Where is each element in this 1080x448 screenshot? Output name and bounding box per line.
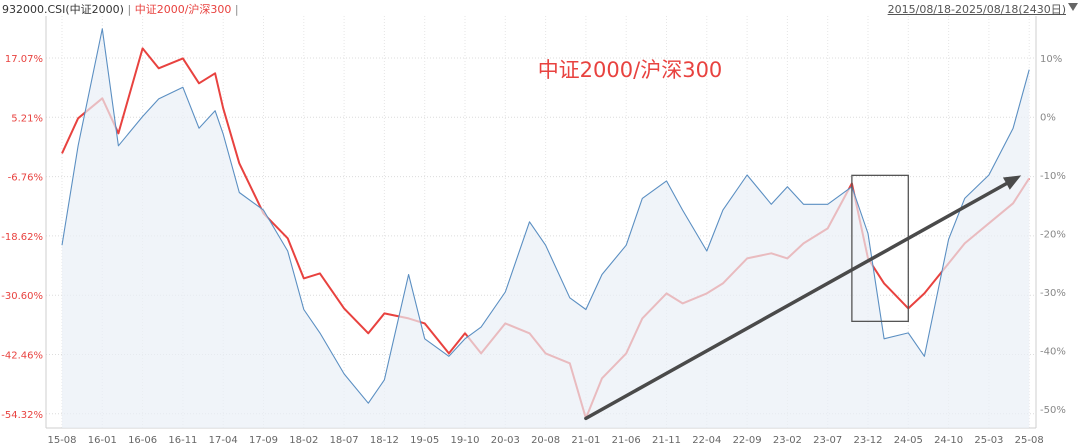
left-tick-label: -54.32% [1, 410, 43, 421]
chart-title: 中证2000/沪深300 [538, 58, 723, 82]
left-tick-label: -18.62% [1, 232, 43, 243]
right-tick-label: 10% [1040, 54, 1062, 65]
x-tick-label: 17-09 [249, 435, 278, 446]
x-tick-label: 15-08 [47, 435, 76, 446]
left-tick-label: 5.21% [11, 113, 43, 124]
x-tick-label: 21-01 [571, 435, 600, 446]
x-tick-label: 22-04 [692, 435, 721, 446]
x-tick-label: 21-11 [652, 435, 681, 446]
separator-2: | [234, 3, 239, 16]
x-tick-label: 24-05 [894, 435, 923, 446]
x-tick-label: 20-08 [531, 435, 560, 446]
x-tick-label: 24-10 [934, 435, 963, 446]
annotation-box [851, 174, 909, 323]
x-tick-label: 23-02 [773, 435, 802, 446]
left-tick-label: -42.46% [1, 351, 43, 362]
x-tick-label: 21-06 [612, 435, 641, 446]
series-area [62, 28, 1030, 429]
x-tick-label: 23-07 [813, 435, 842, 446]
right-tick-label: -10% [1040, 171, 1066, 182]
x-tick-label: 17-04 [209, 435, 238, 446]
right-tick-label: -40% [1040, 347, 1066, 358]
series1-label[interactable]: 932000.CSI(中证2000) [2, 3, 124, 16]
series-line-2 [61, 28, 1030, 404]
series-header: 932000.CSI(中证2000) | 中证2000/沪深300 | [2, 1, 239, 17]
x-tick-label: 16-11 [168, 435, 197, 446]
separator: | [127, 3, 132, 16]
x-tick-label: 20-03 [491, 435, 520, 446]
left-tick-label: 17.07% [5, 54, 43, 65]
x-tick-label: 18-07 [330, 435, 359, 446]
left-tick-label: -6.76% [8, 173, 43, 184]
x-tick-label: 25-03 [974, 435, 1003, 446]
x-tick-label: 19-05 [410, 435, 439, 446]
x-tick-label: 16-01 [88, 435, 117, 446]
x-tick-label: 19-10 [450, 435, 479, 446]
x-tick-label: 25-08 [1015, 435, 1044, 446]
x-tick-label: 22-09 [733, 435, 762, 446]
date-range[interactable]: 2015/08/18-2025/08/18(2430日) [887, 3, 1066, 16]
trend-arrow-head [1002, 175, 1022, 190]
right-tick-label: -30% [1040, 288, 1066, 299]
x-tick-label: 23-12 [853, 435, 882, 446]
right-tick-label: -20% [1040, 230, 1066, 241]
caret-down-icon[interactable] [1068, 3, 1078, 11]
x-tick-label: 16-06 [128, 435, 157, 446]
right-tick-label: -50% [1040, 405, 1066, 416]
x-tick-label: 18-02 [289, 435, 318, 446]
x-tick-label: 18-12 [370, 435, 399, 446]
right-tick-label: 0% [1040, 113, 1056, 124]
left-tick-label: -30.60% [1, 291, 43, 302]
trend-arrow-shaft [584, 181, 1009, 421]
series2-label[interactable]: 中证2000/沪深300 [134, 3, 232, 16]
